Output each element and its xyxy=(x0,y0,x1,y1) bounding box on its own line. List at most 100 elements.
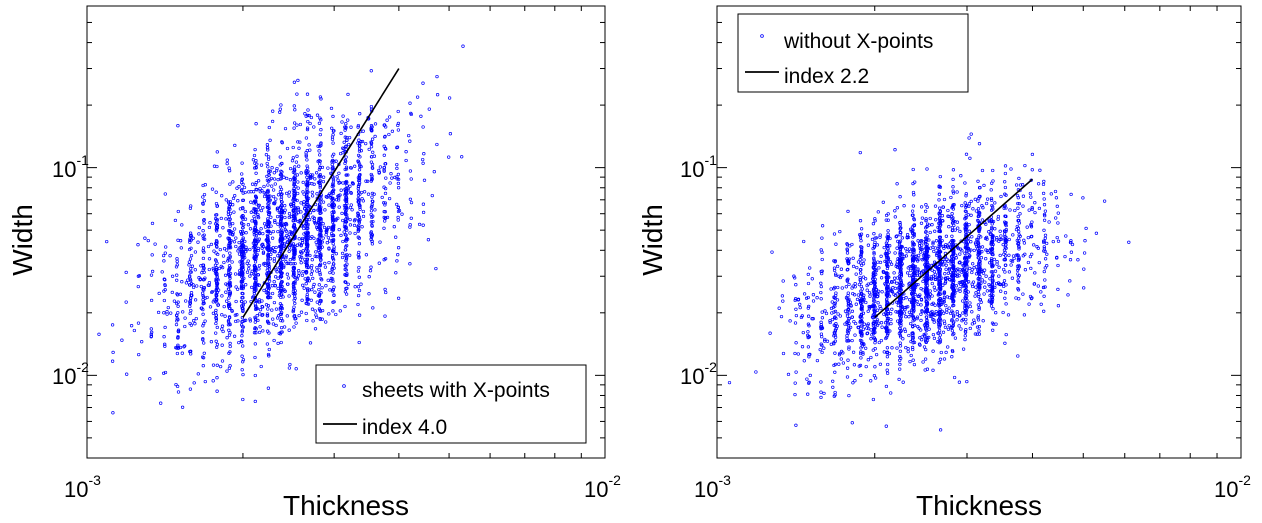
left-data-point xyxy=(187,263,191,267)
left-data-point xyxy=(233,143,237,148)
left-data-point xyxy=(346,92,350,97)
right-data-point xyxy=(1127,240,1131,244)
left-data-point xyxy=(233,272,238,276)
left-data-point xyxy=(227,315,232,319)
right-data-point xyxy=(800,345,805,349)
right-data-point xyxy=(822,391,826,396)
left-legend-label-line: index 4.0 xyxy=(362,416,447,439)
left-data-point xyxy=(346,186,351,190)
right-data-point xyxy=(1029,195,1033,199)
right-data-point xyxy=(958,289,962,293)
left-data-point xyxy=(285,176,289,181)
right-data-point xyxy=(984,201,989,206)
right-data-point xyxy=(839,267,844,271)
right-data-point xyxy=(922,345,927,349)
right-data-point xyxy=(963,337,967,342)
left-data-point xyxy=(296,274,301,278)
right-data-point xyxy=(890,346,894,350)
left-data-point xyxy=(319,299,323,304)
left-data-point xyxy=(193,268,197,272)
left-data-point xyxy=(396,128,401,132)
left-data-point xyxy=(269,252,273,257)
right-data-point xyxy=(923,209,928,213)
right-data-point xyxy=(1084,226,1088,231)
right-data-point xyxy=(1043,233,1048,237)
left-data-point xyxy=(299,201,303,205)
right-data-point xyxy=(806,330,810,334)
left-data-point xyxy=(285,272,290,276)
left-data-point xyxy=(231,180,235,184)
left-data-point xyxy=(296,78,300,83)
left-data-point xyxy=(266,253,270,257)
left-data-point xyxy=(299,210,303,214)
left-data-point xyxy=(178,239,183,243)
left-data-point xyxy=(202,192,207,197)
left-data-point xyxy=(124,300,128,304)
left-data-point xyxy=(396,296,401,300)
left-data-point xyxy=(272,300,277,305)
right-data-point xyxy=(825,339,830,343)
left-data-point xyxy=(235,287,240,291)
left-data-point xyxy=(244,231,248,235)
left-data-point xyxy=(176,304,180,308)
right-data-point xyxy=(999,289,1003,293)
left-data-point xyxy=(361,129,365,133)
right-data-point xyxy=(999,234,1003,238)
left-data-point xyxy=(271,109,275,113)
left-data-point xyxy=(285,261,289,266)
left-data-point xyxy=(291,156,295,160)
right-data-point xyxy=(841,361,846,365)
left-data-point xyxy=(384,216,388,220)
right-data-point xyxy=(869,337,873,341)
left-data-point xyxy=(220,327,224,331)
left-data-point xyxy=(156,310,161,315)
left-data-point xyxy=(254,122,258,126)
left-data-point xyxy=(266,352,271,357)
left-data-point xyxy=(180,223,184,227)
left-data-point xyxy=(334,252,338,256)
left-data-point xyxy=(248,274,252,278)
right-data-point xyxy=(958,229,962,234)
left-data-point xyxy=(331,114,335,119)
left-data-point xyxy=(192,319,196,323)
right-data-point xyxy=(907,273,912,278)
left-data-point xyxy=(303,112,307,116)
left-data-point xyxy=(347,142,351,147)
right-data-point xyxy=(850,309,855,313)
right-data-point xyxy=(902,204,906,208)
left-data-point xyxy=(357,313,362,317)
left-data-point xyxy=(310,190,314,194)
right-data-point xyxy=(832,232,837,236)
chart-left: 10-2 10-1 10-3 10-2 Thickness Width shee… xyxy=(7,5,621,521)
left-data-point xyxy=(162,259,166,263)
left-data-point xyxy=(316,144,320,148)
left-data-point xyxy=(331,271,335,275)
right-data-point xyxy=(1001,310,1005,315)
left-data-point xyxy=(266,183,270,187)
right-data-point xyxy=(1011,254,1016,258)
left-data-point xyxy=(170,274,175,278)
right-data-point xyxy=(822,346,826,350)
left-data-point xyxy=(265,268,269,272)
left-data-point xyxy=(306,113,310,118)
right-data-point xyxy=(934,218,938,222)
right-data-point xyxy=(1042,179,1046,184)
right-data-point xyxy=(1021,204,1025,208)
left-data-point xyxy=(148,377,152,381)
left-data-point xyxy=(276,193,281,197)
left-data-point xyxy=(176,124,180,128)
right-data-point xyxy=(820,350,824,355)
left-data-point xyxy=(270,184,274,188)
left-data-point xyxy=(240,161,244,165)
left-data-point xyxy=(252,166,257,170)
left-data-point xyxy=(275,270,279,274)
right-data-point xyxy=(1016,354,1020,358)
right-data-point xyxy=(932,249,936,254)
right-data-point xyxy=(794,313,799,318)
left-data-point xyxy=(201,246,206,250)
right-data-point xyxy=(838,314,842,318)
left-data-point xyxy=(150,269,155,274)
left-data-point xyxy=(257,263,262,268)
left-data-point xyxy=(313,290,317,294)
right-data-point xyxy=(1002,279,1007,283)
